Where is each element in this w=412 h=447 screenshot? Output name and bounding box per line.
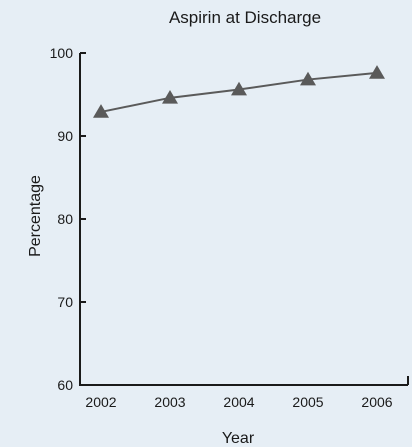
data-point-marker (369, 65, 385, 79)
y-tick-label: 90 (57, 128, 73, 144)
data-point-marker (300, 71, 316, 86)
y-tick-label: 60 (57, 377, 73, 393)
axes (79, 53, 409, 386)
tick-group: 60 70 80 90 100 2002 2003 2004 2005 2006 (50, 45, 393, 410)
y-axis-label: Percentage (27, 175, 44, 257)
x-tick-label: 2004 (223, 394, 254, 410)
chart-title: Aspirin at Discharge (169, 8, 321, 27)
data-point-marker (231, 81, 247, 96)
series-group (93, 65, 385, 118)
x-axis-label: Year (222, 430, 255, 447)
y-tick-label: 70 (57, 294, 73, 310)
data-point-marker (162, 90, 178, 104)
data-point-marker (93, 104, 109, 118)
y-tick-label: 100 (50, 45, 74, 61)
x-tick-label: 2002 (85, 394, 116, 410)
x-tick-label: 2005 (292, 394, 323, 410)
y-tick-label: 80 (57, 211, 73, 227)
x-tick-label: 2006 (361, 394, 392, 410)
x-tick-label: 2003 (154, 394, 185, 410)
